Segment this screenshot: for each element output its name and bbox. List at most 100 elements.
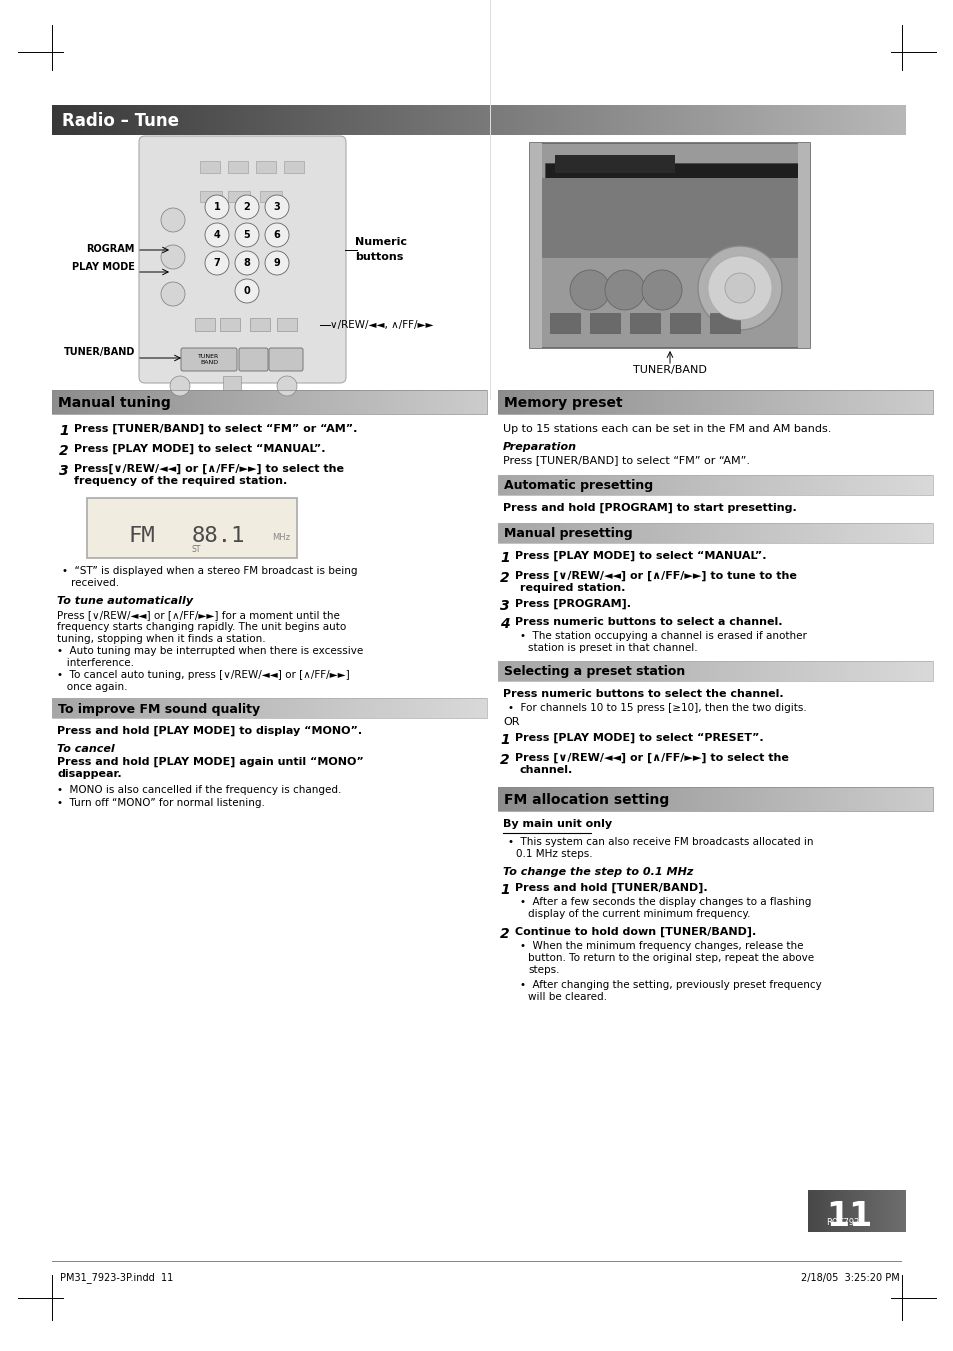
Bar [202, 105, 203, 135]
Bar [630, 476, 632, 494]
Bar [590, 523, 592, 543]
Bar [734, 476, 736, 494]
Bar [526, 661, 528, 681]
Bar [392, 105, 393, 135]
Bar [113, 105, 115, 135]
Bar [124, 698, 126, 717]
Bar [691, 788, 693, 811]
Bar [633, 105, 634, 135]
Bar [458, 390, 460, 413]
Bar [696, 661, 697, 681]
Bar [883, 1190, 884, 1232]
Bar [478, 698, 480, 717]
Bar [604, 661, 606, 681]
Bar [747, 523, 749, 543]
Bar [519, 788, 521, 811]
Bar [589, 313, 619, 332]
Bar [421, 105, 423, 135]
Bar [753, 390, 755, 413]
Bar [576, 523, 577, 543]
Bar [193, 105, 194, 135]
Bar [872, 390, 874, 413]
Text: •  “ST” is displayed when a stereo FM broadcast is being: • “ST” is displayed when a stereo FM bro… [62, 566, 357, 576]
Bar [753, 476, 755, 494]
Bar [698, 661, 699, 681]
Bar [536, 523, 537, 543]
Bar [138, 105, 139, 135]
Text: 5: 5 [243, 230, 250, 240]
Bar [417, 105, 419, 135]
Bar [152, 105, 153, 135]
Bar [816, 105, 818, 135]
Bar [460, 105, 462, 135]
Bar [125, 105, 127, 135]
Bar [578, 788, 579, 811]
Bar [319, 105, 321, 135]
Bar [657, 105, 658, 135]
Bar [408, 390, 409, 413]
Bar [195, 390, 197, 413]
Bar [216, 390, 218, 413]
Bar [369, 698, 370, 717]
Bar [230, 698, 232, 717]
Bar [645, 476, 647, 494]
Bar [410, 390, 411, 413]
Bar [716, 661, 717, 681]
Bar [809, 390, 811, 413]
Bar [615, 105, 616, 135]
Bar [733, 390, 735, 413]
Bar [412, 698, 413, 717]
Bar [929, 788, 930, 811]
Bar [624, 476, 626, 494]
Bar [340, 698, 342, 717]
Text: Press [TUNER/BAND] to select “FM” or “AM”.: Press [TUNER/BAND] to select “FM” or “AM… [502, 455, 749, 465]
Bar [612, 105, 613, 135]
Bar [642, 105, 644, 135]
Bar [454, 698, 455, 717]
Bar [299, 698, 301, 717]
Bar [378, 390, 380, 413]
Bar [453, 698, 454, 717]
Bar [222, 390, 223, 413]
Bar [482, 105, 484, 135]
Bar [625, 105, 627, 135]
Bar [783, 523, 784, 543]
Bar [617, 105, 618, 135]
Bar [541, 523, 543, 543]
Bar [862, 523, 863, 543]
Bar [265, 390, 266, 413]
Bar [618, 476, 619, 494]
Bar [808, 105, 810, 135]
Bar [826, 476, 827, 494]
Bar [600, 476, 602, 494]
Bar [624, 788, 626, 811]
Bar [763, 476, 764, 494]
Bar [864, 661, 865, 681]
Bar [95, 698, 96, 717]
Bar [533, 661, 534, 681]
Bar [903, 788, 904, 811]
Bar [531, 105, 532, 135]
Bar [586, 476, 588, 494]
Bar [218, 698, 219, 717]
Bar [517, 390, 519, 413]
Bar [768, 661, 770, 681]
Bar [803, 661, 804, 681]
Bar [90, 105, 91, 135]
Bar [717, 523, 718, 543]
Bar [749, 105, 751, 135]
Bar [783, 661, 784, 681]
Bar [673, 523, 675, 543]
Bar [422, 105, 424, 135]
Bar [339, 105, 341, 135]
Bar [507, 390, 509, 413]
Bar [135, 698, 136, 717]
Bar [665, 476, 667, 494]
Bar [659, 788, 660, 811]
Bar [521, 476, 523, 494]
Bar [62, 698, 64, 717]
Bar [659, 661, 660, 681]
Bar [836, 390, 838, 413]
Bar [663, 105, 665, 135]
Bar [704, 523, 706, 543]
